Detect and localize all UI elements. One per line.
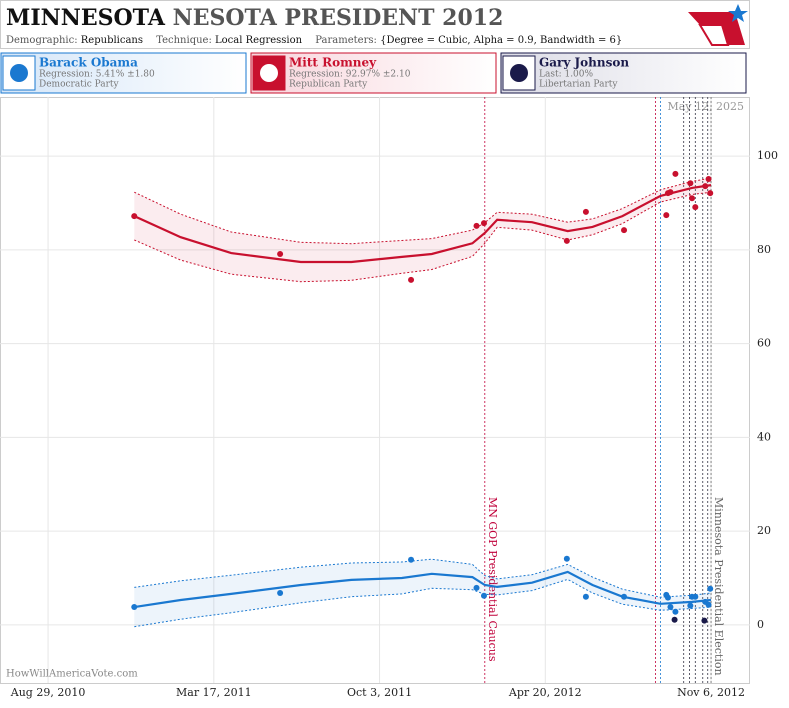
poll-point <box>582 208 589 215</box>
event-label: Minnesota Presidential Election <box>712 497 725 676</box>
date-stamp: May 12, 2025 <box>667 100 744 113</box>
y-tick-label: 40 <box>757 430 771 443</box>
legend-name: Gary Johnson <box>539 56 629 70</box>
poll-point <box>131 213 138 220</box>
legend-name: Mitt Romney <box>289 56 377 70</box>
poll-point <box>563 237 570 244</box>
poll-point <box>277 589 284 596</box>
y-tick-label: 80 <box>757 243 771 256</box>
poll-point <box>687 180 694 187</box>
poll-point <box>473 222 480 229</box>
poll-point <box>687 602 694 609</box>
legend-party: Republican Party <box>289 80 368 90</box>
title: MINNESOTA NESOTA PRESIDENT 2012 <box>6 5 503 31</box>
x-tick-label: Nov 6, 2012 <box>677 686 745 699</box>
demographic-label: Demographic: <box>6 35 78 46</box>
legend-box <box>0 52 247 94</box>
poll-point <box>277 251 284 258</box>
legend-box <box>500 52 747 94</box>
regression-line <box>134 570 712 609</box>
technique-label: Technique: <box>156 35 212 46</box>
y-tick-label: 20 <box>757 524 771 537</box>
legend-box <box>250 52 497 94</box>
poll-point <box>705 601 712 608</box>
poll-point <box>692 204 699 211</box>
legend-party: Libertarian Party <box>539 80 618 90</box>
poll-point <box>707 585 714 592</box>
demographic: Republicans <box>81 35 143 46</box>
poll-point <box>480 220 487 227</box>
source: HowWillAmericaVote.com <box>6 669 138 680</box>
confidence-band <box>134 559 712 627</box>
y-tick-label: 60 <box>757 337 771 350</box>
band-lower <box>134 191 712 283</box>
title-state: MINNESOTA <box>6 5 166 31</box>
legend-icon-mark <box>510 64 528 82</box>
y-tick-label: 0 <box>757 618 764 631</box>
poll-point <box>707 190 714 197</box>
event-label: MN GOP Presidential Caucus <box>486 497 499 662</box>
poll-point <box>667 604 674 611</box>
poll-point <box>408 556 415 563</box>
poll-point <box>664 594 671 601</box>
x-tick-label: Aug 29, 2010 <box>10 686 86 699</box>
poll-point <box>621 593 628 600</box>
parameters-label: Parameters: <box>315 35 377 46</box>
x-tick-label: Oct 3, 2011 <box>347 686 412 699</box>
poll-point <box>131 604 138 611</box>
legend-stat: Regression: 92.97% ±2.10 <box>289 70 411 80</box>
poll-point <box>705 176 712 183</box>
poll-point <box>667 189 674 196</box>
legend-icon-mark <box>10 64 28 82</box>
poll-point <box>563 555 570 562</box>
poll-point <box>671 616 678 623</box>
poll-point <box>701 617 708 624</box>
legend-party: Democratic Party <box>39 80 120 90</box>
legend-stat: Last: 1.00% <box>539 70 594 80</box>
subtitle: Demographic: Republicans Technique: Loca… <box>6 35 622 46</box>
band-upper <box>134 558 712 598</box>
poll-point <box>672 608 679 615</box>
poll-point <box>672 170 679 177</box>
legend-name: Barack Obama <box>39 56 138 70</box>
legend-stat: Regression: 5.41% ±1.80 <box>39 70 155 80</box>
plot-frame <box>0 97 750 684</box>
poll-point <box>480 592 487 599</box>
logo <box>688 4 748 46</box>
x-tick-label: Mar 17, 2011 <box>176 686 252 699</box>
poll-point <box>582 593 589 600</box>
header-frame <box>0 0 750 49</box>
poll-point <box>663 212 670 219</box>
regression-line <box>133 184 712 264</box>
poll-point <box>688 195 695 202</box>
poll-point <box>473 584 480 591</box>
band-lower <box>134 578 712 628</box>
legend-icon-mark <box>260 64 278 82</box>
band-upper <box>134 177 712 245</box>
y-tick-label: 100 <box>757 149 778 162</box>
poll-point <box>408 276 415 283</box>
technique: Local Regression <box>215 35 303 46</box>
poll-point <box>702 183 709 190</box>
x-tick-label: Apr 20, 2012 <box>508 686 582 699</box>
parameters: {Degree = Cubic, Alpha = 0.9, Bandwidth … <box>380 35 622 46</box>
poll-point <box>621 227 628 234</box>
title-rest: NESOTA PRESIDENT 2012 <box>173 5 504 31</box>
poll-point <box>692 593 699 600</box>
